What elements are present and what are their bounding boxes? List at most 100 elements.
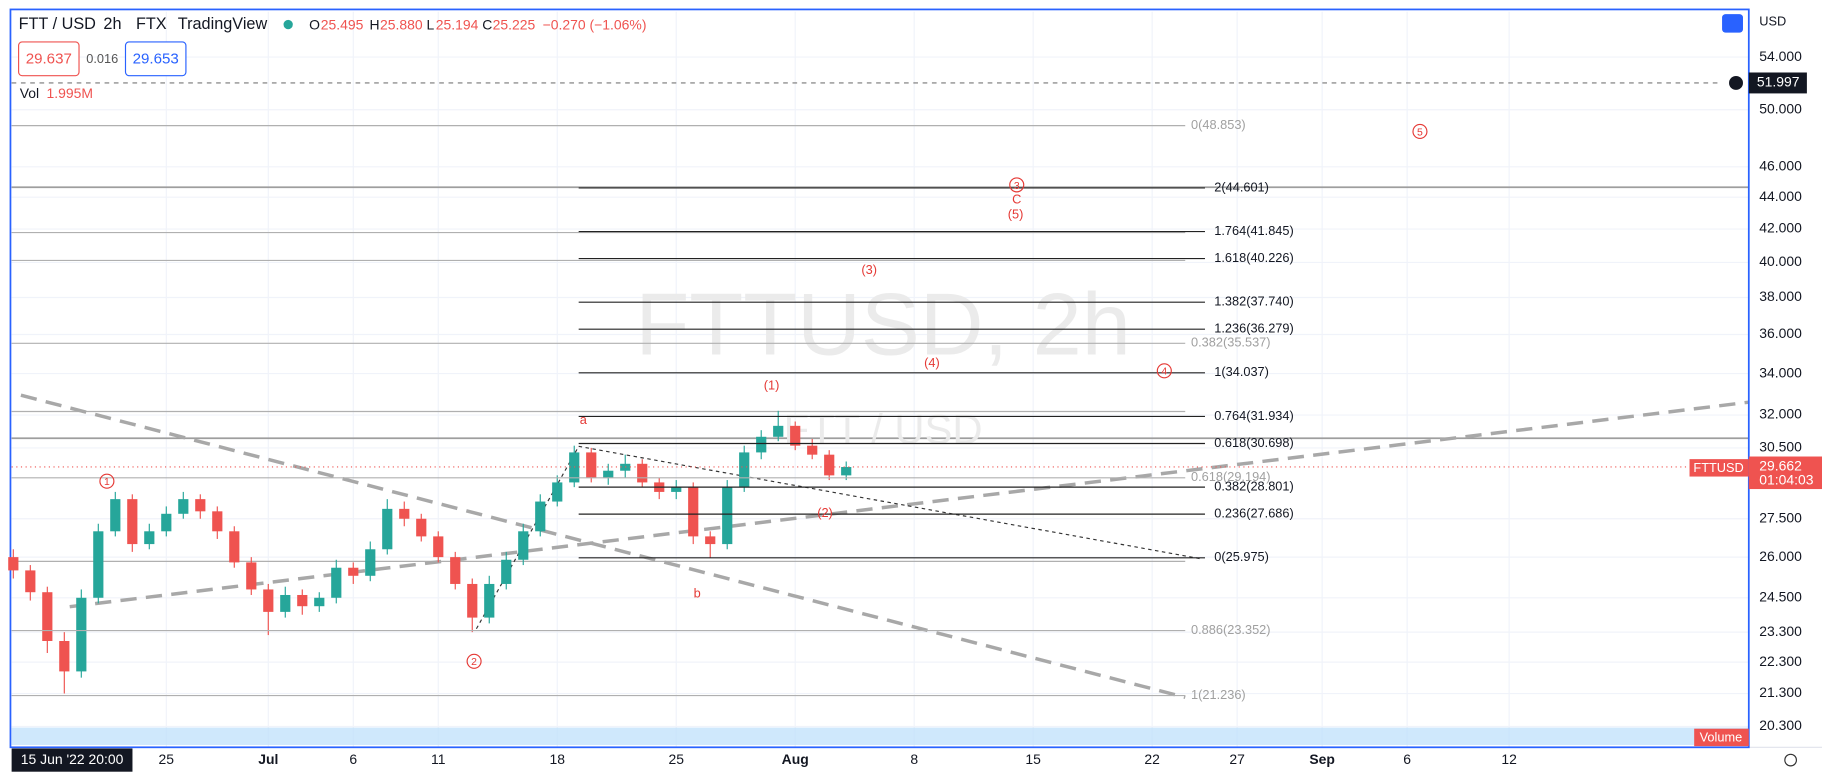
candle-body — [110, 499, 121, 532]
candle-body — [331, 567, 342, 598]
wave-label: a — [580, 412, 588, 427]
exchange: FTX — [136, 15, 167, 33]
source: TradingView — [178, 15, 268, 33]
chart-border — [9, 8, 1750, 749]
ohlc-label: L — [426, 16, 434, 32]
candle-body — [637, 463, 648, 483]
candle-body — [399, 508, 410, 519]
y-tick-label: 24.500 — [1759, 588, 1802, 604]
candle-body — [93, 531, 104, 598]
watermark-sub: FTT / USD — [784, 405, 983, 452]
sell-price[interactable]: 29.637 — [26, 50, 72, 67]
fib-label: 2(44.601) — [1214, 179, 1269, 194]
x-tick-label: Jul — [258, 751, 278, 767]
wave-label: 2 — [471, 657, 477, 668]
volume-label: Vol — [20, 85, 39, 101]
symbol-tag-text: FTTUSD — [1693, 460, 1743, 475]
ohlc-label: C — [482, 16, 492, 32]
x-tick-label: 25 — [159, 751, 175, 767]
symbol: FTT / USD — [19, 15, 96, 33]
x-tick-label: 11 — [431, 751, 446, 767]
trend-line — [20, 393, 1186, 700]
interval: 2h — [103, 15, 121, 33]
fib-label: 0.764(31.934) — [1214, 408, 1294, 423]
candle-body — [416, 518, 427, 537]
candle-body — [127, 499, 138, 545]
candle-body — [297, 594, 308, 607]
time-crosshair-box — [11, 748, 133, 772]
fib-label: 1(21.236) — [1191, 687, 1246, 702]
candle-body — [246, 562, 257, 590]
candle-body — [603, 470, 614, 478]
time-crosshair: 15 Jun '22 20:00 — [21, 751, 124, 767]
candle-body — [365, 549, 376, 576]
sell-button[interactable] — [18, 41, 80, 77]
candle-body — [59, 640, 70, 672]
ohlc-value: 25.194 — [436, 16, 479, 32]
fib-label: 1(34.037) — [1214, 364, 1269, 379]
volume-value: 1.995M — [46, 85, 93, 101]
crosshair-box — [1748, 72, 1807, 94]
ohlc-value: 25.225 — [493, 16, 536, 32]
ohlc-label: O — [309, 16, 320, 32]
candle-body — [671, 487, 682, 492]
ohlc-label: H — [370, 16, 380, 32]
fib-label: 0.618(29.194) — [1191, 469, 1271, 484]
wave-label: (2) — [817, 505, 833, 520]
volume-tag-text: Volume — [1700, 729, 1743, 744]
candle-body — [535, 501, 546, 532]
wave-label: (4) — [924, 355, 940, 370]
y-tick-label: 23.300 — [1759, 623, 1802, 639]
y-tick-label: 20.300 — [1759, 717, 1802, 733]
candle-body — [161, 513, 172, 532]
x-tick-label: 25 — [668, 751, 684, 767]
candle-body — [348, 567, 359, 576]
candle-body — [382, 508, 393, 550]
wave-circle — [1412, 123, 1428, 139]
wave-label: (1) — [764, 377, 780, 392]
add-button — [1729, 75, 1743, 90]
buy-button[interactable] — [124, 41, 187, 77]
volume-band — [11, 727, 1749, 745]
candle-body — [314, 597, 325, 607]
y-tick-label: 54.000 — [1759, 48, 1802, 64]
watermark: FTTUSD, 2h — [635, 275, 1131, 374]
wave-label: C — [1012, 191, 1021, 206]
x-tick-label: 6 — [1403, 751, 1411, 767]
fib-label: 0.382(35.537) — [1191, 335, 1271, 350]
buy-price[interactable]: 29.653 — [133, 50, 179, 67]
overlay: 54.000 50.000 46.000 44.000 42.000 40.000 38.0… — [11, 48, 1822, 767]
trend-line — [578, 445, 1203, 560]
y-tick-label: 38.000 — [1759, 288, 1802, 304]
settings-icon[interactable] — [1784, 753, 1798, 767]
candle-body — [178, 499, 189, 514]
settings-button[interactable] — [1722, 14, 1743, 33]
x-tick-label: 18 — [549, 751, 565, 767]
fib-label: 1.236(36.279) — [1214, 321, 1294, 336]
wave-label: 3 — [1014, 181, 1020, 192]
candle-body — [433, 536, 444, 558]
candle-body — [263, 589, 274, 612]
candle-body — [552, 482, 563, 502]
wave-circle — [1009, 177, 1025, 193]
candle-body — [76, 597, 87, 672]
y-tick-label: 42.000 — [1759, 220, 1802, 236]
candle-body — [280, 594, 291, 612]
candle-body — [518, 531, 529, 560]
candle-body — [501, 559, 512, 584]
candle-body — [144, 531, 155, 545]
x-tick-label: 27 — [1229, 751, 1245, 767]
fib-label: 1.382(37.740) — [1214, 294, 1294, 309]
candle-body — [25, 570, 36, 593]
currency[interactable]: USD — [1759, 14, 1786, 29]
x-tick-label: 22 — [1144, 751, 1160, 767]
x-tick-label: 12 — [1501, 751, 1517, 767]
y-tick-label: 30.500 — [1759, 439, 1802, 455]
x-tick-label: Sep — [1309, 751, 1335, 767]
candle-body — [8, 557, 19, 571]
y-tick-label: 46.000 — [1759, 157, 1802, 173]
candle-body — [586, 452, 597, 478]
candle-body — [705, 536, 716, 545]
